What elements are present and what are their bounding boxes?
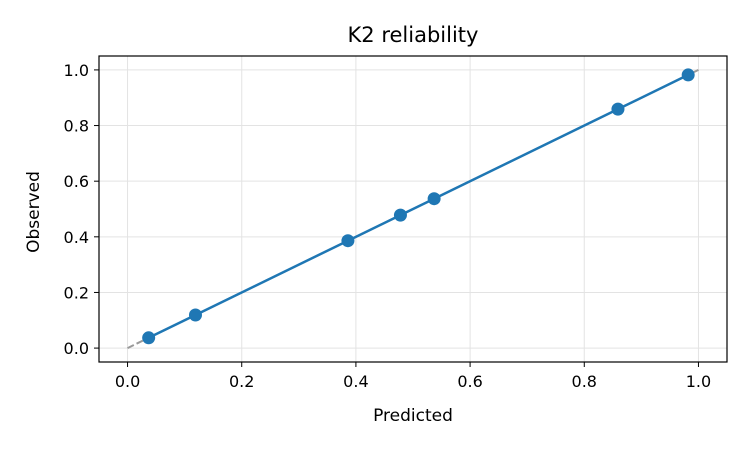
- grid: [99, 56, 727, 362]
- y-tick-label: 0.2: [64, 283, 89, 302]
- x-axis-ticks: 0.0 0.2 0.4 0.6 0.8 1.0: [115, 362, 711, 391]
- x-tick-label: 0.4: [343, 372, 368, 391]
- data-point: [611, 102, 625, 116]
- plot-frame: [98, 55, 728, 363]
- y-tick-label: 0.0: [64, 339, 89, 358]
- y-axis-label: Observed: [24, 171, 44, 253]
- series-layer: [142, 68, 695, 345]
- data-point: [393, 208, 407, 222]
- y-tick-label: 0.6: [64, 172, 89, 191]
- data-point: [341, 234, 355, 248]
- chart-title: K2 reliability: [348, 23, 479, 47]
- data-point: [142, 331, 156, 345]
- data-point: [427, 192, 441, 206]
- y-tick-label: 0.8: [64, 117, 89, 136]
- y-axis-ticks: 0.0 0.2 0.4 0.6 0.8 1.0: [64, 61, 99, 358]
- x-tick-label: 0.0: [115, 372, 140, 391]
- y-tick-label: 1.0: [64, 61, 89, 80]
- x-tick-label: 0.6: [457, 372, 482, 391]
- x-tick-label: 0.2: [229, 372, 254, 391]
- x-tick-label: 0.8: [572, 372, 597, 391]
- series-line: [148, 73, 689, 339]
- x-axis-label: Predicted: [373, 406, 453, 426]
- x-tick-label: 1.0: [686, 372, 711, 391]
- data-point: [681, 68, 695, 82]
- data-point: [188, 308, 202, 322]
- y-tick-label: 0.4: [64, 228, 89, 247]
